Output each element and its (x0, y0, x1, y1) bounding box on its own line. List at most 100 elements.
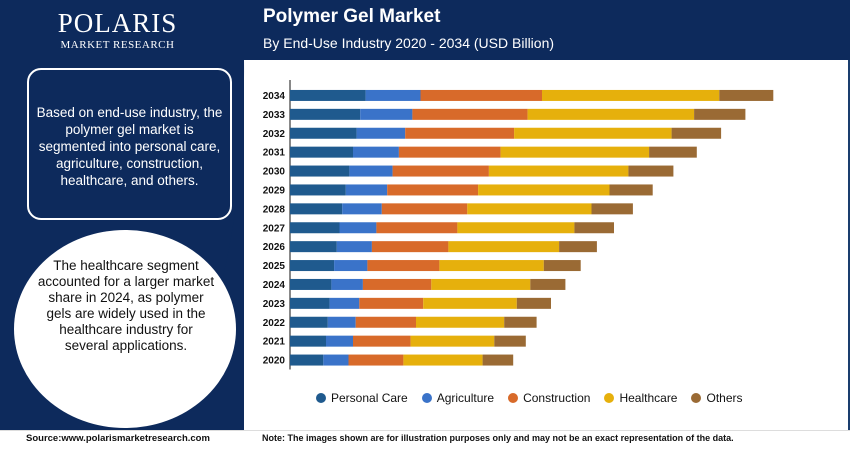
bar-segment-others (609, 184, 653, 196)
bar-segment-personal-care (290, 146, 353, 158)
bar-segment-personal-care (290, 260, 335, 272)
bar-segment-healthcare (488, 165, 629, 177)
bar-segment-construction (359, 297, 424, 309)
bar-segment-personal-care (290, 354, 324, 366)
bar-segment-healthcare (431, 278, 531, 290)
bar-segment-healthcare (457, 222, 575, 234)
logo-name: POLARIS (57, 8, 178, 38)
y-tick-label: 2028 (263, 204, 286, 215)
y-tick-label: 2032 (263, 129, 286, 140)
bar-segment-personal-care (290, 335, 326, 347)
bar-segment-construction (392, 165, 489, 177)
bar-segment-personal-care (290, 222, 340, 234)
bar-segment-construction (362, 278, 432, 290)
highlight-circle (14, 230, 236, 428)
legend-label: Personal Care (331, 391, 408, 405)
bar-segment-healthcare (500, 146, 650, 158)
bar-segment-others (543, 260, 581, 272)
bar-segment-construction (355, 316, 416, 328)
bar-segment-agriculture (334, 260, 368, 272)
bar-segment-personal-care (290, 89, 366, 101)
bar-segment-personal-care (290, 241, 337, 253)
logo-subtitle: MARKET RESEARCH (60, 39, 175, 51)
bar-segment-agriculture (360, 108, 413, 120)
bar-segment-agriculture (353, 146, 399, 158)
chart-subtitle: By End-Use Industry 2020 - 2034 (USD Bil… (263, 35, 555, 51)
legend-item: Agriculture (421, 391, 495, 405)
bar-segment-construction (376, 222, 458, 234)
legend-item: Personal Care (316, 391, 408, 405)
bar-segment-construction (381, 203, 468, 215)
bar-segment-agriculture (339, 222, 377, 234)
bar-segment-others (694, 108, 746, 120)
bar-segment-healthcare (423, 297, 517, 309)
bar-segment-construction (367, 260, 440, 272)
bar-segment-agriculture (329, 297, 360, 309)
bar-segment-others (628, 165, 674, 177)
bar-segment-agriculture (331, 278, 363, 290)
stacked-bar-chart: 2034 2033 2032 2031 2030 2029 2028 2027 2026 2025… (263, 80, 774, 370)
bar-segment-agriculture (365, 89, 421, 101)
bar-segment-healthcare (542, 89, 720, 101)
y-tick-label: 2024 (263, 280, 286, 291)
bar-segment-others (504, 316, 537, 328)
bar-segment-agriculture (336, 241, 372, 253)
bar-segment-others (559, 241, 597, 253)
legend-swatch (421, 393, 432, 403)
legend-swatch (604, 393, 615, 403)
bar-segment-others (649, 146, 697, 158)
bar-segment-others (516, 297, 551, 309)
legend-item: Others (691, 391, 743, 405)
bar-segment-personal-care (290, 108, 361, 120)
legend-item: Healthcare (604, 391, 677, 405)
chart-legend: Personal Care Agriculture Construction Heal… (316, 390, 757, 406)
bar-segment-personal-care (290, 316, 328, 328)
y-tick-label: 2029 (263, 185, 286, 196)
legend-label: Agriculture (436, 391, 495, 405)
bar-segment-healthcare (448, 241, 560, 253)
bar-segment-personal-care (290, 127, 357, 139)
y-tick-label: 2030 (263, 167, 286, 178)
bar-segment-agriculture (326, 335, 353, 347)
legend-label: Others (706, 391, 743, 405)
polaris-logo: POLARIS MARKET RESEARCH (30, 6, 205, 56)
bar-segment-healthcare (527, 108, 695, 120)
bar-segment-construction (371, 241, 449, 253)
bar-segment-construction (405, 127, 515, 139)
bar-segment-others (591, 203, 633, 215)
y-tick-label: 2031 (263, 148, 286, 159)
header-bar (0, 0, 850, 60)
bar-segment-others (494, 335, 526, 347)
y-tick-label: 2023 (263, 299, 286, 310)
bar-segment-healthcare (410, 335, 495, 347)
bar-segment-personal-care (290, 203, 343, 215)
bar-segment-healthcare (478, 184, 610, 196)
bar-segment-construction (387, 184, 479, 196)
bar-segment-agriculture (356, 127, 406, 139)
footer-bar (0, 430, 850, 450)
segment-description-box: Based on end-use industry, the polymer g… (27, 68, 232, 220)
y-tick-label: 2034 (263, 91, 286, 102)
legend-swatch (691, 393, 702, 403)
y-tick-label: 2022 (263, 318, 286, 329)
bar-segment-personal-care (290, 278, 332, 290)
bar-segment-agriculture (345, 184, 388, 196)
bar-segment-agriculture (327, 316, 356, 328)
y-tick-label: 2025 (263, 261, 286, 272)
bar-segment-personal-care (290, 297, 330, 309)
chart-title: Polymer Gel Market (263, 6, 441, 27)
bar-segment-others (719, 89, 774, 101)
y-tick-label: 2026 (263, 242, 286, 253)
healthcare-highlight-text: The healthcare segment accounted for a l… (37, 258, 215, 353)
bar-segment-healthcare (514, 127, 672, 139)
bar-segment-agriculture (342, 203, 382, 215)
bar-segment-others (574, 222, 614, 234)
bar-segment-construction (398, 146, 501, 158)
bar-segment-personal-care (290, 184, 346, 196)
bar-segment-healthcare (403, 354, 483, 366)
legend-swatch (316, 393, 326, 403)
bar-segment-others (671, 127, 722, 139)
legend-label: Construction (523, 391, 591, 405)
bar-segment-construction (420, 89, 542, 101)
bar-segment-construction (412, 108, 528, 120)
